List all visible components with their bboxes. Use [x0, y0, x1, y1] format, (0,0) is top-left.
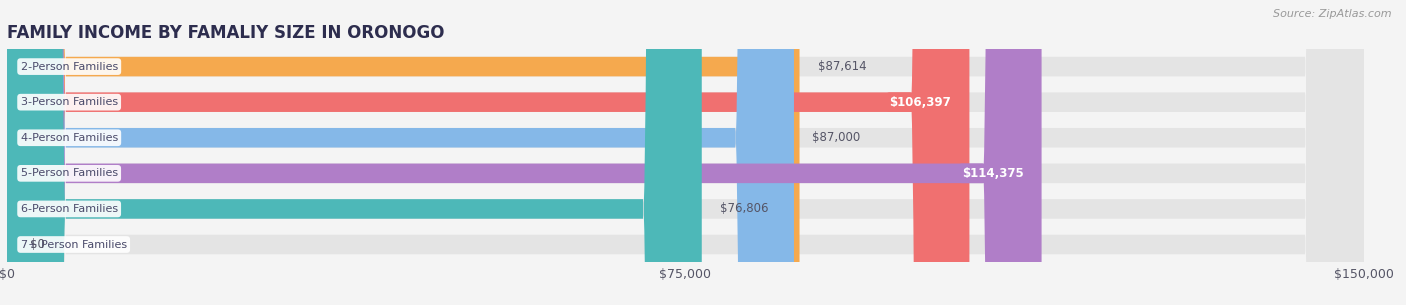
- Text: $0: $0: [30, 238, 45, 251]
- Text: 6-Person Families: 6-Person Families: [21, 204, 118, 214]
- Text: $76,806: $76,806: [720, 203, 768, 215]
- Text: 3-Person Families: 3-Person Families: [21, 97, 118, 107]
- Text: $114,375: $114,375: [962, 167, 1024, 180]
- Text: 5-Person Families: 5-Person Families: [21, 168, 118, 178]
- Text: $106,397: $106,397: [890, 96, 952, 109]
- FancyBboxPatch shape: [7, 0, 1364, 305]
- FancyBboxPatch shape: [7, 0, 1042, 305]
- FancyBboxPatch shape: [7, 0, 794, 305]
- FancyBboxPatch shape: [7, 0, 800, 305]
- FancyBboxPatch shape: [7, 0, 1364, 305]
- Text: $87,000: $87,000: [813, 131, 860, 144]
- FancyBboxPatch shape: [7, 0, 969, 305]
- Text: Source: ZipAtlas.com: Source: ZipAtlas.com: [1274, 9, 1392, 19]
- Text: FAMILY INCOME BY FAMALIY SIZE IN ORONOGO: FAMILY INCOME BY FAMALIY SIZE IN ORONOGO: [7, 24, 444, 42]
- FancyBboxPatch shape: [7, 0, 702, 305]
- Text: 2-Person Families: 2-Person Families: [21, 62, 118, 72]
- FancyBboxPatch shape: [7, 0, 1364, 305]
- Text: $87,614: $87,614: [818, 60, 866, 73]
- FancyBboxPatch shape: [7, 0, 1364, 305]
- Text: 4-Person Families: 4-Person Families: [21, 133, 118, 143]
- Text: 7+ Person Families: 7+ Person Families: [21, 239, 127, 249]
- FancyBboxPatch shape: [7, 0, 1364, 305]
- FancyBboxPatch shape: [7, 0, 1364, 305]
